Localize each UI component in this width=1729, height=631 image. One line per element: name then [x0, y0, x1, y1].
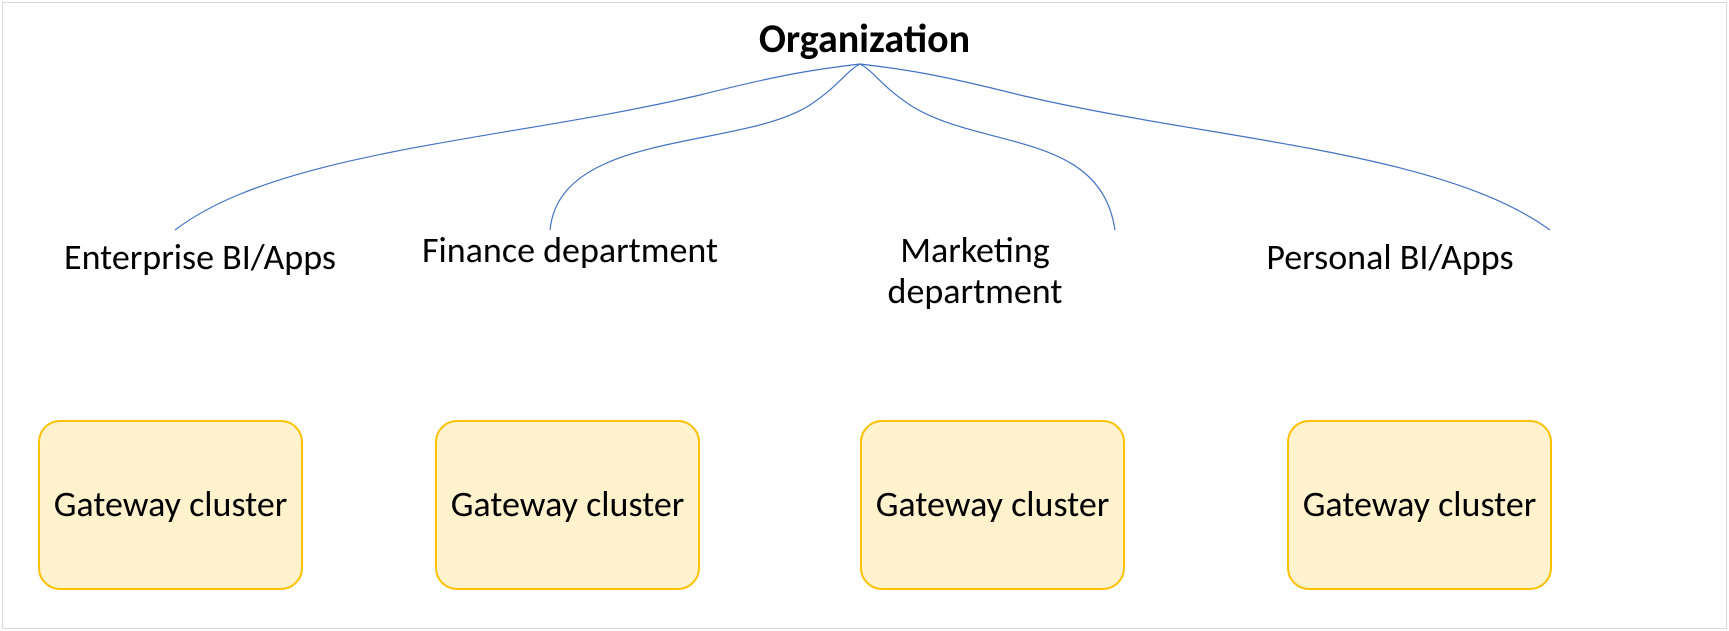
diagram-canvas: Organization Enterprise BI/Apps Gateway c…: [0, 0, 1729, 631]
connector-2: [860, 64, 1115, 230]
connector-0: [175, 64, 860, 230]
gateway-cluster-box-3: Gateway cluster: [1287, 420, 1552, 590]
branch-label-1: Finance department: [420, 230, 720, 271]
gateway-cluster-box-1: Gateway cluster: [435, 420, 700, 590]
branch-label-3: Personal BI/Apps: [1225, 237, 1555, 278]
gateway-cluster-label: Gateway cluster: [876, 483, 1110, 526]
connector-3: [860, 64, 1550, 230]
gateway-cluster-label: Gateway cluster: [451, 483, 685, 526]
root-title: Organization: [0, 14, 1729, 63]
connector-1: [550, 64, 860, 230]
gateway-cluster-box-2: Gateway cluster: [860, 420, 1125, 590]
gateway-cluster-box-0: Gateway cluster: [38, 420, 303, 590]
gateway-cluster-label: Gateway cluster: [54, 483, 288, 526]
branch-label-2: Marketing department: [815, 230, 1135, 313]
branch-label-0: Enterprise BI/Apps: [15, 237, 385, 278]
gateway-cluster-label: Gateway cluster: [1303, 483, 1537, 526]
